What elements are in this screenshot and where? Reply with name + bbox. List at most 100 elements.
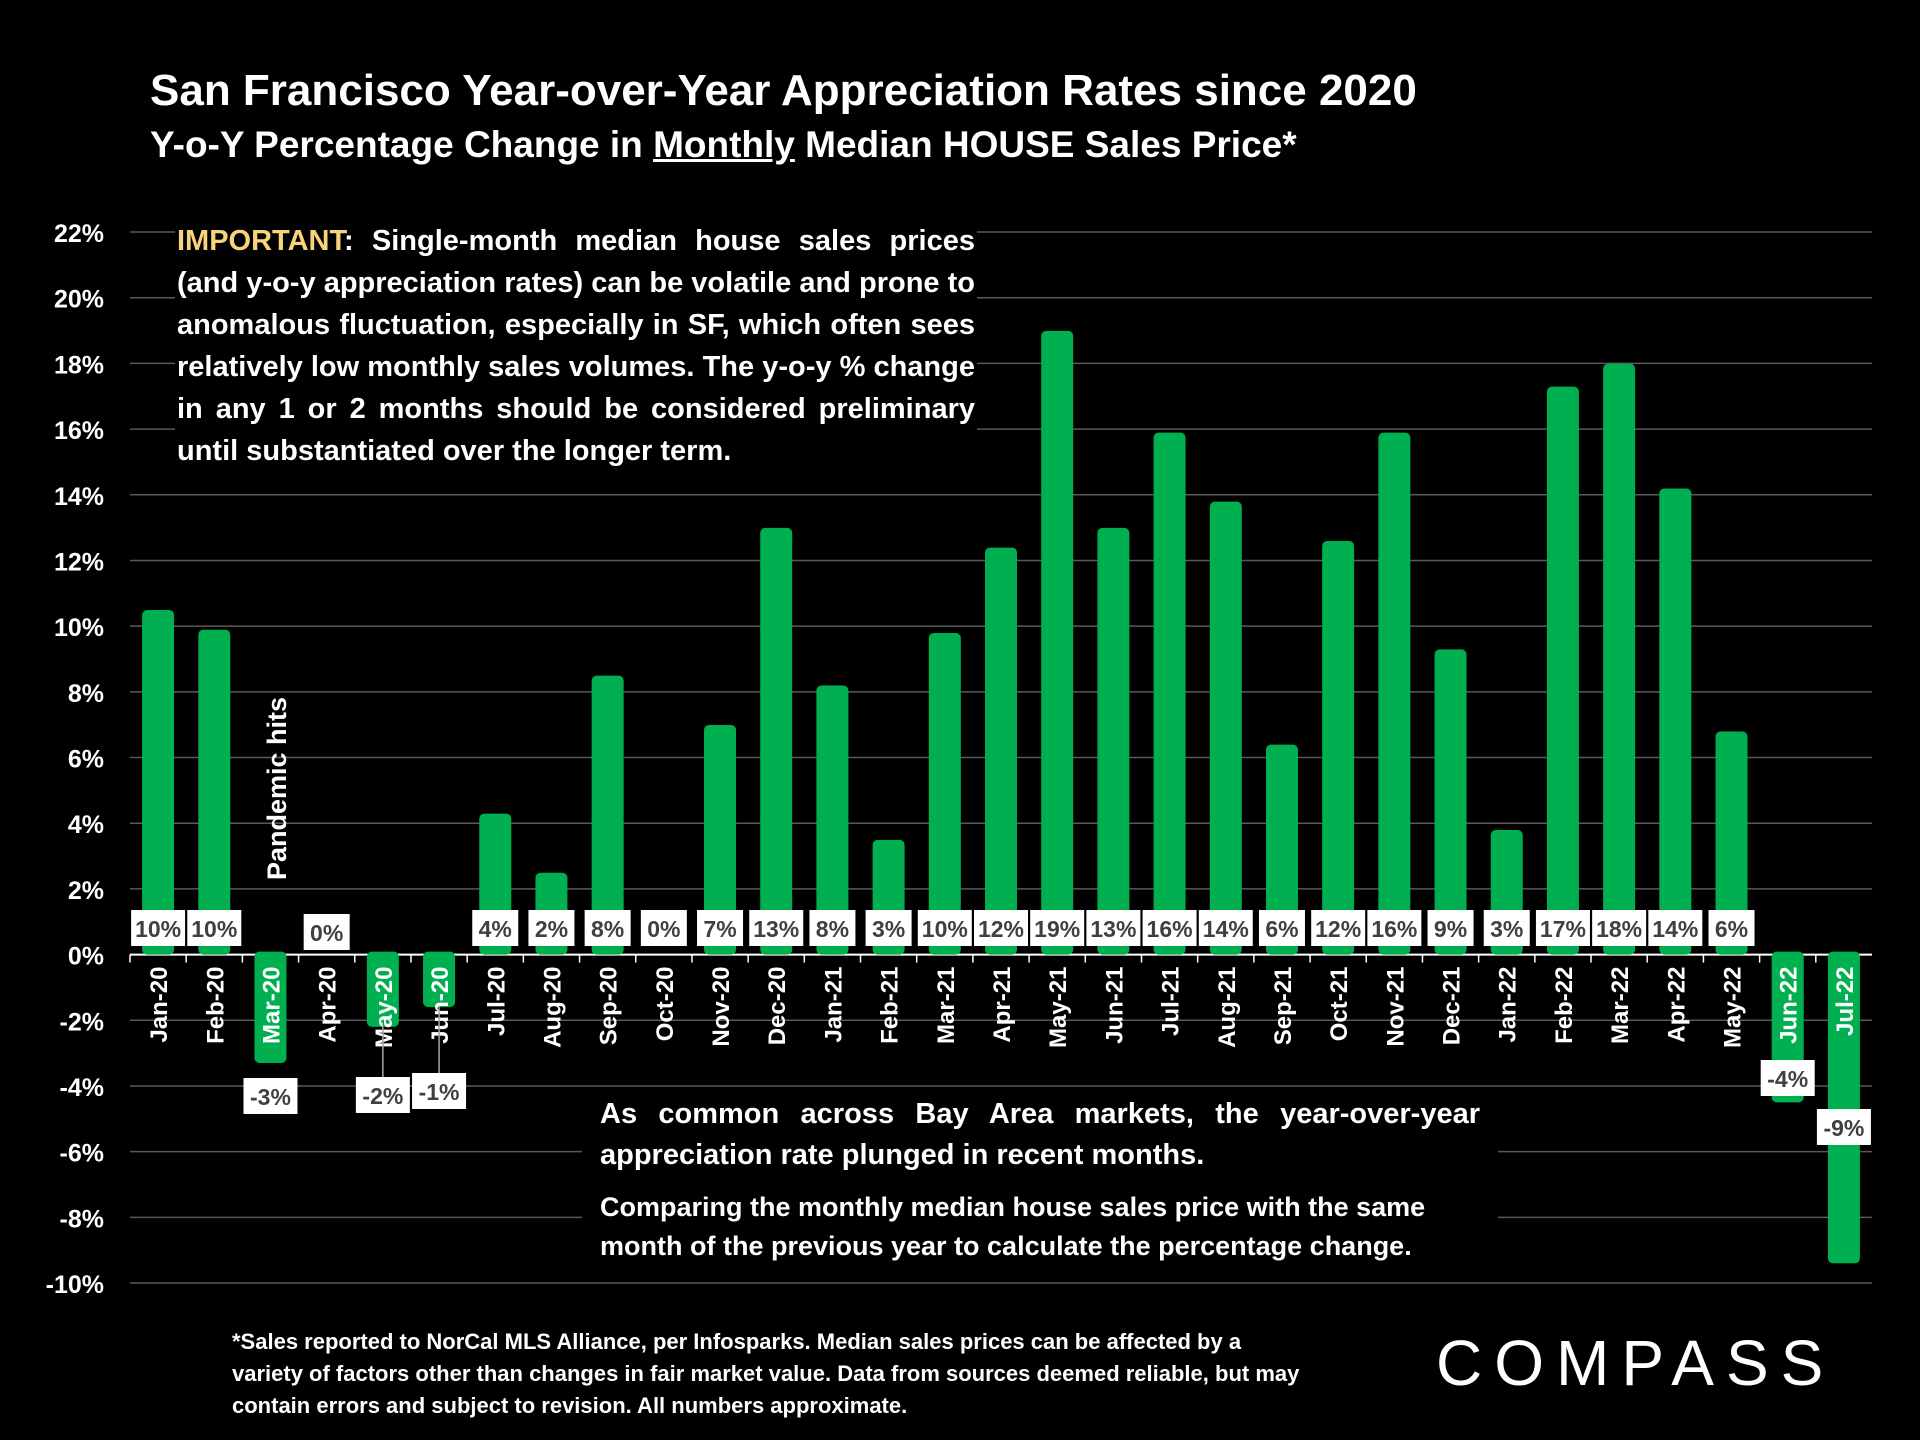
x-tick-label: Mar-20 xyxy=(258,967,285,1044)
data-label: 16% xyxy=(1147,916,1193,942)
data-label: 14% xyxy=(1652,916,1698,942)
data-label: 13% xyxy=(753,916,799,942)
bar xyxy=(760,527,793,955)
x-tick-label: Jul-22 xyxy=(1832,967,1859,1036)
bar xyxy=(1097,527,1130,955)
x-tick-label: Aug-20 xyxy=(539,967,566,1048)
x-tick-label: Jan-22 xyxy=(1495,967,1522,1043)
data-label: 18% xyxy=(1596,916,1642,942)
bar xyxy=(985,547,1017,955)
bar xyxy=(928,632,961,955)
bar xyxy=(142,609,175,955)
data-label-bg xyxy=(640,910,687,946)
data-label: 12% xyxy=(978,916,1024,942)
data-label: 17% xyxy=(1540,916,1586,942)
x-tick-label: Jul-20 xyxy=(483,967,510,1036)
bar xyxy=(1659,488,1692,955)
data-label: 2% xyxy=(535,916,568,942)
data-label-bg xyxy=(584,910,631,946)
data-label-bg xyxy=(412,1073,467,1109)
data-label-bg xyxy=(1535,910,1590,946)
y-tick-label: 4% xyxy=(68,811,104,839)
y-tick-label: 20% xyxy=(54,286,104,314)
x-tick-label: Sep-20 xyxy=(596,967,623,1046)
x-tick-label: Dec-20 xyxy=(764,967,791,1046)
data-label: 3% xyxy=(1490,916,1523,942)
bar xyxy=(366,951,399,1027)
bottom-note-2: Comparing the monthly median house sales… xyxy=(600,1192,1426,1261)
bar xyxy=(591,675,624,955)
bottom-note: As common across Bay Area markets, the y… xyxy=(582,1088,1498,1274)
pandemic-annotation: Pandemic hits xyxy=(262,697,292,880)
x-tick-label: May-20 xyxy=(371,967,398,1048)
bar xyxy=(1434,649,1467,955)
x-tick-label: Sep-21 xyxy=(1270,967,1297,1046)
data-label-bg xyxy=(187,910,242,946)
x-tick-label: Feb-21 xyxy=(877,967,904,1044)
y-tick-label: 2% xyxy=(68,877,104,905)
data-label-bg xyxy=(1311,910,1366,946)
data-label: 10% xyxy=(922,916,968,942)
x-tick-label: Mar-22 xyxy=(1607,967,1634,1044)
data-label-bg xyxy=(1592,910,1647,946)
data-label-bg xyxy=(697,910,744,946)
data-label-bg xyxy=(303,914,350,950)
data-label: 7% xyxy=(703,916,736,942)
compass-logo: COMPASS xyxy=(1436,1327,1836,1399)
data-label-bg xyxy=(355,1077,410,1113)
data-label: -3% xyxy=(250,1084,291,1110)
data-label-bg xyxy=(749,910,804,946)
data-label-bg xyxy=(809,910,856,946)
y-tick-label: -4% xyxy=(60,1074,104,1102)
data-label-bg xyxy=(1367,910,1422,946)
x-tick-label: Apr-22 xyxy=(1663,967,1690,1043)
x-tick-label: Nov-21 xyxy=(1382,967,1409,1047)
data-label: -2% xyxy=(362,1083,403,1109)
y-tick-label: 12% xyxy=(54,548,104,576)
data-label-bg xyxy=(472,910,519,946)
data-label: 6% xyxy=(1265,916,1298,942)
chart-title: San Francisco Year-over-Year Appreciatio… xyxy=(150,66,1417,115)
x-tick-label: Apr-21 xyxy=(989,967,1016,1043)
data-label: -9% xyxy=(1823,1115,1864,1141)
bar xyxy=(1265,744,1298,955)
data-label-bg xyxy=(974,910,1028,946)
data-label: 9% xyxy=(1434,916,1467,942)
data-label: 14% xyxy=(1203,916,1249,942)
y-tick-label: -10% xyxy=(46,1271,104,1299)
data-label: 8% xyxy=(591,916,624,942)
data-label-bg xyxy=(1483,910,1530,946)
subtitle-post: Median HOUSE Sales Price* xyxy=(794,124,1297,165)
data-label: 13% xyxy=(1090,916,1136,942)
data-label: 12% xyxy=(1315,916,1361,942)
data-label-bg xyxy=(1816,1109,1871,1145)
x-tick-label: Aug-21 xyxy=(1214,967,1241,1048)
y-tick-label: 8% xyxy=(68,680,104,708)
y-tick-label: -2% xyxy=(60,1008,104,1036)
x-tick-label: Jun-22 xyxy=(1776,967,1803,1044)
data-label: 6% xyxy=(1715,916,1748,942)
x-tick-label: Mar-21 xyxy=(933,967,960,1044)
y-tick-label: 14% xyxy=(54,483,104,511)
bar xyxy=(1153,432,1186,955)
bar xyxy=(1322,541,1355,955)
data-label-bg xyxy=(1198,910,1253,946)
x-tick-label: May-21 xyxy=(1045,967,1072,1048)
data-label: 8% xyxy=(816,916,849,942)
data-label-bg xyxy=(865,910,912,946)
data-label-bg xyxy=(528,910,575,946)
x-tick-label: Jul-21 xyxy=(1158,967,1185,1036)
x-tick-label: Feb-20 xyxy=(202,967,229,1044)
bar xyxy=(1715,731,1748,955)
y-tick-label: 22% xyxy=(54,220,104,248)
data-label-bg xyxy=(1142,910,1197,946)
bar xyxy=(1209,501,1242,955)
footnote: *Sales reported to NorCal MLS Alliance, … xyxy=(232,1329,1300,1418)
y-tick-label: -8% xyxy=(60,1205,104,1233)
data-label-bg xyxy=(1708,910,1755,946)
y-tick-label: 10% xyxy=(54,614,104,642)
data-label: 0% xyxy=(310,920,343,946)
x-tick-label: Feb-22 xyxy=(1551,967,1578,1044)
